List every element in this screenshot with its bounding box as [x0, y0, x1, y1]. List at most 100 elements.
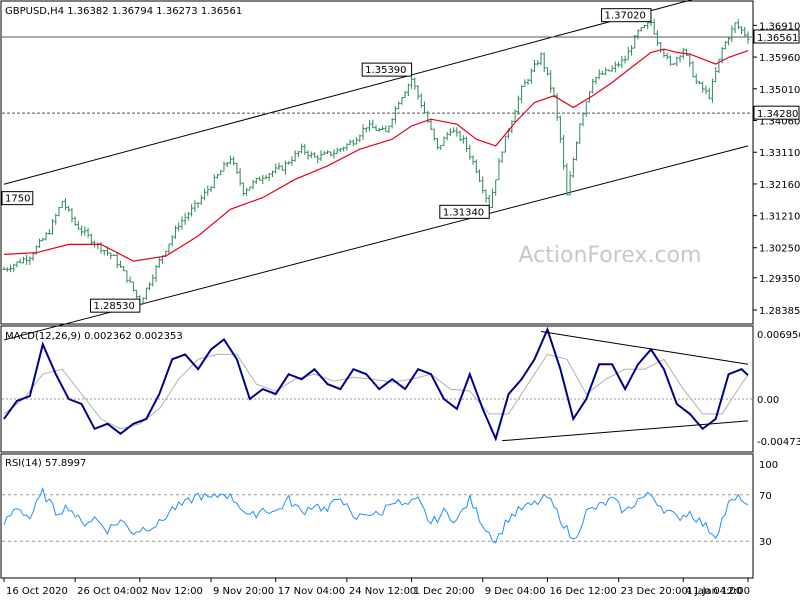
price-bar: [694, 73, 698, 84]
macd-tick-label: 0.00: [757, 395, 779, 406]
price-bar: [306, 150, 310, 160]
price-level-label: 1.36561: [757, 33, 798, 44]
price-bar: [248, 186, 252, 191]
price-bar: [232, 156, 236, 166]
price-bar: [623, 55, 627, 64]
price-tick-label: 1.36910: [759, 21, 800, 32]
price-bar: [665, 52, 669, 60]
price-bar: [209, 185, 213, 192]
price-bar: [254, 178, 258, 184]
price-bar: [274, 163, 278, 174]
price-bar: [374, 124, 378, 131]
annotation-label: 1.28530: [93, 301, 134, 312]
price-bar: [746, 31, 750, 44]
x-tick-label: 9 Nov 20:00: [213, 586, 274, 597]
price-bar: [639, 26, 643, 32]
price-bar: [743, 26, 747, 38]
price-bar: [180, 216, 184, 230]
price-bar: [393, 106, 397, 124]
price-bar: [193, 200, 197, 213]
price-bar: [115, 252, 119, 269]
price-bar: [575, 141, 579, 161]
x-tick-label: 4 Jan 04:00: [685, 586, 742, 597]
price-bar: [733, 22, 737, 34]
price-bar: [83, 226, 87, 236]
price-bar: [672, 63, 676, 66]
price-tick-label: 1.33110: [759, 148, 800, 159]
x-tick-label: 1 Dec 20:00: [414, 586, 475, 597]
price-bar: [533, 59, 537, 72]
price-bar: [361, 124, 365, 140]
price-bar: [523, 79, 527, 87]
x-tick-label: 16 Oct 2020: [6, 586, 68, 597]
price-bar: [173, 225, 177, 239]
price-bar: [283, 160, 287, 175]
price-bar: [500, 151, 504, 163]
price-bar: [685, 48, 689, 56]
price-bar: [219, 169, 223, 176]
price-bar: [199, 194, 203, 205]
price-bar: [128, 276, 132, 283]
price-bar: [135, 289, 139, 299]
annotation-label: 1750: [5, 194, 30, 205]
price-bar: [452, 127, 456, 133]
price-layer: 1.37020 1.35390 1.31340 1.28530 1750: [1, 0, 752, 341]
watermark: ActionForex.com: [519, 243, 702, 268]
annotation-1-35390: 1.35390: [361, 62, 413, 77]
price-bar: [516, 95, 520, 115]
annotation-1-28530: 1.28530: [89, 298, 141, 313]
price-bar: [215, 174, 219, 179]
price-bar: [727, 37, 731, 46]
price-panel-frame: [0, 0, 754, 325]
price-bar: [309, 151, 313, 159]
price-bar: [539, 52, 543, 66]
price-tick-label: 1.32160: [759, 180, 800, 191]
price-bar: [714, 67, 718, 83]
price-bar: [351, 139, 355, 147]
price-bar: [70, 207, 74, 223]
annotation-1750: 1750: [1, 191, 34, 206]
price-bar: [47, 229, 51, 235]
price-bar: [584, 101, 588, 117]
price-bar: [730, 25, 734, 43]
price-bar: [668, 55, 672, 66]
rsi-tick-label: 70: [759, 491, 772, 502]
x-tick-label: 24 Nov 12:00: [349, 586, 416, 597]
price-bar: [529, 68, 533, 84]
macd-trendline: [502, 420, 749, 442]
price-bar: [355, 137, 359, 145]
price-bar: [80, 225, 84, 236]
rsi-title: RSI(14) 57.8997: [5, 458, 86, 469]
price-bar: [397, 101, 401, 110]
macd-trendline: [540, 331, 749, 365]
price-bar: [267, 173, 271, 181]
price-bar: [21, 256, 25, 264]
price-bar: [513, 109, 517, 122]
price-bar: [222, 161, 226, 172]
price-bar: [2, 266, 6, 271]
x-tick-label: 23 Dec 20:00: [621, 586, 688, 597]
price-bar: [183, 212, 187, 225]
price-bar: [322, 150, 326, 155]
annotation-1-31340: 1.31340: [439, 204, 490, 219]
price-bar: [358, 134, 362, 143]
price-bar: [581, 112, 585, 127]
price-tick-label: 1.30250: [759, 244, 800, 255]
price-bar: [413, 77, 417, 90]
symbol-header: GBPUSD,H4 1.36382 1.36794 1.36273 1.3656…: [5, 6, 242, 17]
price-bar: [691, 60, 695, 78]
price-bar: [455, 127, 459, 137]
price-bar: [264, 174, 268, 180]
price-bar: [465, 136, 469, 153]
price-bar: [471, 155, 475, 165]
price-bar: [607, 69, 611, 72]
price-bar: [423, 101, 427, 114]
rsi-tick-label: 30: [759, 537, 772, 548]
price-bar: [206, 185, 210, 196]
annotation-box: [601, 8, 652, 23]
price-bar: [571, 157, 575, 178]
price-bar: [659, 41, 663, 53]
price-bar: [167, 243, 171, 255]
price-bar: [329, 151, 333, 157]
